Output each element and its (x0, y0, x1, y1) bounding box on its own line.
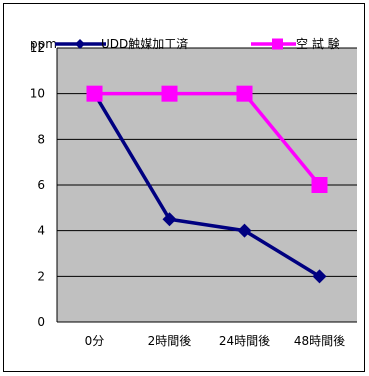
data-point (236, 85, 253, 102)
x-tick-label: 2時間後 (148, 334, 192, 348)
x-tick-label: 0分 (85, 334, 105, 348)
data-point (86, 85, 103, 102)
gridlines (56, 47, 357, 323)
legend-label-udd: UDD触媒加工済 (101, 36, 188, 51)
series-group (86, 85, 328, 284)
data-point (311, 177, 328, 193)
x-axis-ticks: 0分 2時間後 24時間後 48時間後 (85, 334, 345, 348)
y-axis-ticks: 0 2 4 6 8 10 12 (30, 41, 45, 329)
data-point (237, 223, 252, 238)
y-axis-label: ppm (30, 37, 57, 51)
legend-label-blank: 空 試 験 (296, 36, 340, 51)
y-tick-label: 4 (37, 224, 45, 238)
data-point (162, 212, 177, 227)
x-tick-label: 24時間後 (219, 334, 270, 348)
y-tick-label: 0 (37, 315, 45, 329)
x-tick-label: 48時間後 (294, 334, 345, 348)
data-point (161, 85, 178, 102)
data-point (312, 269, 327, 284)
y-tick-label: 6 (37, 178, 45, 192)
legend-marker-blank (272, 38, 283, 50)
y-tick-label: 12 (30, 41, 45, 55)
series-line-1 (94, 91, 321, 187)
y-tick-label: 2 (37, 269, 45, 283)
y-tick-label: 10 (30, 87, 45, 101)
y-tick-label: 8 (37, 132, 45, 146)
legend: UDD触媒加工済 空 試 験 (55, 36, 340, 51)
series-line-0 (92, 92, 321, 278)
legend-marker-udd (75, 39, 85, 49)
